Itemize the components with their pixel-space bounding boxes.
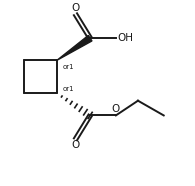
Text: O: O: [71, 140, 80, 150]
Text: or1: or1: [63, 86, 74, 92]
Text: or1: or1: [63, 64, 74, 70]
Text: O: O: [112, 105, 120, 115]
Text: O: O: [71, 3, 80, 13]
Polygon shape: [57, 35, 92, 60]
Text: OH: OH: [118, 33, 134, 43]
